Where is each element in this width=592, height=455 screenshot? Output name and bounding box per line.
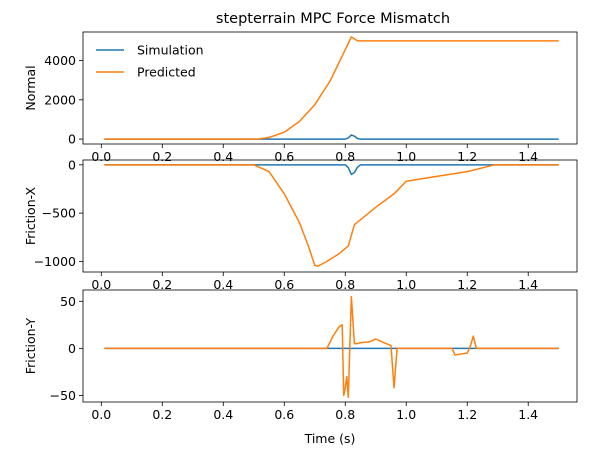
x-tick-label: 0.0 — [91, 277, 111, 292]
legend-label: Simulation — [137, 43, 204, 58]
x-tick-label: 0.4 — [213, 149, 233, 164]
y-axis-label: Friction-X — [23, 186, 38, 245]
x-tick-label: 0.6 — [274, 149, 294, 164]
x-tick-label: 1.4 — [518, 407, 538, 422]
x-tick-label: 0.2 — [152, 407, 172, 422]
x-tick-label: 1.0 — [396, 407, 416, 422]
y-axis-label: Normal — [23, 65, 38, 110]
x-tick-label: 0.4 — [213, 277, 233, 292]
series-line-simulation — [104, 164, 559, 176]
subplot-2: 0.0 0.2 0.4 0.6 0.8 1.0 1.2 1.4 0 −500 −1000 Fricti… — [23, 157, 578, 292]
series-line-predicted — [104, 295, 559, 399]
subplot-3: 0.0 0.2 0.4 0.6 0.8 1.0 1.2 1.4 50 0 −50 Friction-Y… — [23, 289, 578, 446]
y-tick-label: −500 — [42, 206, 76, 221]
x-tick-label: 0.2 — [152, 277, 172, 292]
x-tick-label: 1.4 — [518, 277, 538, 292]
y-tick-label: −1000 — [34, 254, 76, 269]
series-line-predicted — [104, 36, 559, 140]
x-tick-label: 0.2 — [152, 149, 172, 164]
y-tick-label: 2000 — [44, 92, 76, 107]
x-tick-label: 0.8 — [335, 277, 355, 292]
x-tick-label: 0.6 — [274, 277, 294, 292]
x-tick-label: 1.4 — [518, 149, 538, 164]
y-tick-label: 4000 — [44, 53, 76, 68]
legend: Simulation Predicted — [96, 43, 204, 80]
x-tick-label: 0.0 — [91, 407, 111, 422]
x-tick-label: 0.0 — [91, 149, 111, 164]
x-tick-label: 1.0 — [396, 277, 416, 292]
y-tick-label: 50 — [60, 294, 76, 309]
subplots: 0.0 0.2 0.4 0.6 0.8 1.0 1.2 1.4 0 2000 4000 Normal S… — [23, 31, 578, 446]
axes-frame — [82, 289, 578, 403]
series-line-simulation — [104, 134, 559, 140]
series-line-predicted — [104, 164, 559, 267]
x-tick-label: 1.2 — [457, 277, 477, 292]
axes-frame — [82, 159, 578, 273]
x-tick-label: 1.2 — [457, 407, 477, 422]
x-axis-label: Time (s) — [304, 431, 356, 446]
x-tick-label: 1.2 — [457, 149, 477, 164]
axes-frame — [82, 31, 578, 145]
x-tick-label: 0.8 — [335, 149, 355, 164]
x-tick-label: 0.4 — [213, 407, 233, 422]
y-tick-label: 0 — [68, 132, 76, 147]
x-tick-label: 0.8 — [335, 407, 355, 422]
x-tick-label: 1.0 — [396, 149, 416, 164]
y-tick-label: 0 — [68, 157, 76, 172]
y-tick-label: 0 — [68, 341, 76, 356]
x-tick-label: 0.6 — [274, 407, 294, 422]
y-axis-label: Friction-Y — [23, 317, 38, 374]
legend-label: Predicted — [137, 65, 196, 80]
y-tick-label: −50 — [50, 388, 76, 403]
figure-title: stepterrain MPC Force Mismatch — [216, 11, 450, 27]
